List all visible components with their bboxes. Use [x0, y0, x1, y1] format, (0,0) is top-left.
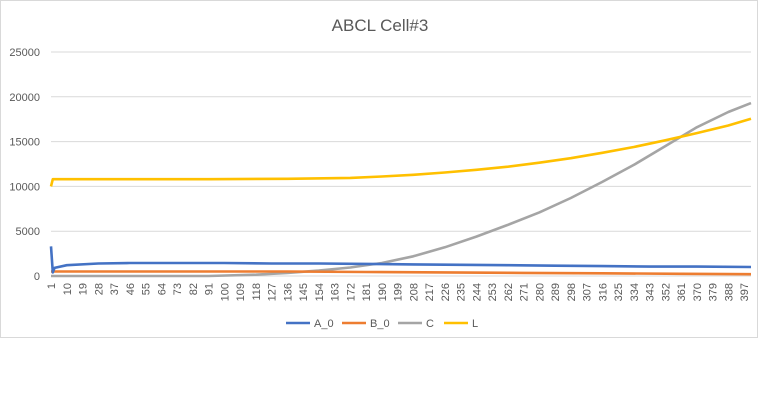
x-tick-label: 136 [282, 283, 294, 301]
x-tick-label: 154 [314, 283, 326, 301]
x-tick-label: 316 [597, 283, 609, 301]
x-tick-label: 10 [62, 283, 74, 295]
y-tick-label: 20000 [9, 92, 40, 104]
x-tick-label: 208 [408, 283, 420, 301]
x-tick-label: 37 [109, 283, 121, 295]
x-tick-label: 145 [298, 283, 310, 301]
y-axis-ticks: 0 5000 10000 15000 20000 25000 [9, 47, 40, 283]
y-tick-label: 0 [34, 271, 40, 283]
x-tick-label: 226 [440, 283, 452, 301]
x-tick-label: 199 [393, 283, 405, 301]
series-line-a-0 [49, 246, 752, 274]
x-tick-label: 82 [188, 283, 200, 295]
x-tick-label: 289 [550, 283, 562, 301]
x-tick-label: 325 [613, 283, 625, 301]
x-tick-label: 370 [692, 283, 704, 301]
x-tick-label: 91 [204, 283, 216, 295]
x-tick-label: 352 [660, 283, 672, 301]
x-tick-label: 235 [456, 283, 468, 301]
x-tick-label: 1 [46, 283, 58, 289]
x-tick-label: 217 [424, 283, 436, 301]
series-lines [49, 101, 752, 278]
x-tick-label: 109 [235, 283, 247, 301]
x-tick-label: 262 [503, 283, 515, 301]
legend-label: B_0 [370, 318, 390, 330]
legend-label: A_0 [314, 318, 334, 330]
x-tick-label: 271 [519, 283, 531, 301]
x-tick-label: 172 [345, 283, 357, 301]
series-line-c [51, 101, 752, 278]
series-line-l [49, 117, 752, 187]
y-tick-label: 10000 [9, 181, 40, 193]
legend-label: C [426, 318, 434, 330]
x-tick-label: 253 [487, 283, 499, 301]
x-tick-label: 397 [739, 283, 751, 301]
x-tick-label: 388 [723, 283, 735, 301]
x-tick-label: 307 [582, 283, 594, 301]
y-tick-label: 5000 [16, 226, 40, 238]
x-tick-label: 244 [471, 283, 483, 301]
x-tick-label: 379 [708, 283, 720, 301]
x-tick-label: 361 [676, 283, 688, 301]
x-tick-label: 118 [251, 283, 263, 301]
x-tick-label: 73 [172, 283, 184, 295]
x-tick-label: 64 [156, 283, 168, 295]
series-line-b-0 [51, 270, 752, 276]
legend: A_0 B_0 C L [286, 318, 478, 330]
gridlines [51, 51, 751, 277]
x-tick-label: 190 [377, 283, 389, 301]
x-tick-label: 127 [267, 283, 279, 301]
x-tick-label: 298 [566, 283, 578, 301]
x-tick-label: 280 [534, 283, 546, 301]
legend-label: L [472, 318, 478, 330]
x-axis-ticks: 1 10 19 28 37 46 55 64 73 82 91 100 109 118 127 136 145 1… [46, 283, 751, 301]
y-tick-label: 25000 [9, 47, 40, 59]
y-tick-label: 15000 [9, 137, 40, 149]
x-tick-label: 343 [645, 283, 657, 301]
x-tick-label: 55 [141, 283, 153, 295]
chart-title: ABCL Cell#3 [332, 16, 429, 35]
x-tick-label: 28 [93, 283, 105, 295]
x-tick-label: 19 [78, 283, 90, 295]
x-tick-label: 163 [330, 283, 342, 301]
x-tick-label: 46 [125, 283, 137, 295]
x-tick-label: 100 [219, 283, 231, 301]
x-tick-label: 334 [629, 283, 641, 301]
x-tick-label: 181 [361, 283, 373, 301]
